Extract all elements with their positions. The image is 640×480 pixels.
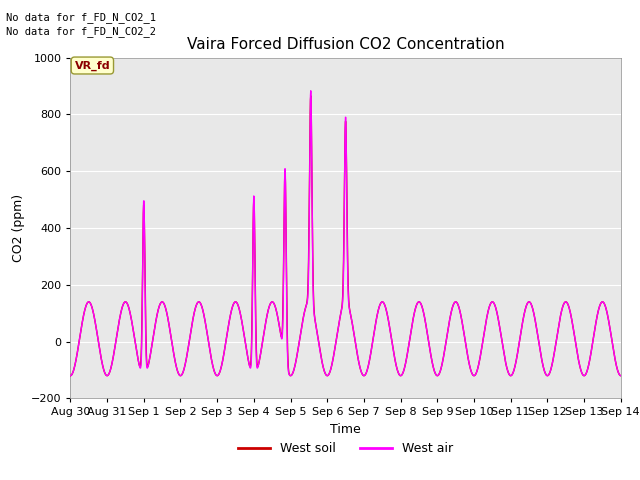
Text: VR_fd: VR_fd — [75, 60, 110, 71]
Title: Vaira Forced Diffusion CO2 Concentration: Vaira Forced Diffusion CO2 Concentration — [187, 37, 504, 52]
Y-axis label: CO2 (ppm): CO2 (ppm) — [12, 194, 26, 262]
Text: No data for f_FD_N_CO2_2: No data for f_FD_N_CO2_2 — [6, 26, 156, 37]
Legend: West soil, West air: West soil, West air — [234, 437, 458, 460]
Text: No data for f_FD_N_CO2_1: No data for f_FD_N_CO2_1 — [6, 12, 156, 23]
X-axis label: Time: Time — [330, 423, 361, 436]
